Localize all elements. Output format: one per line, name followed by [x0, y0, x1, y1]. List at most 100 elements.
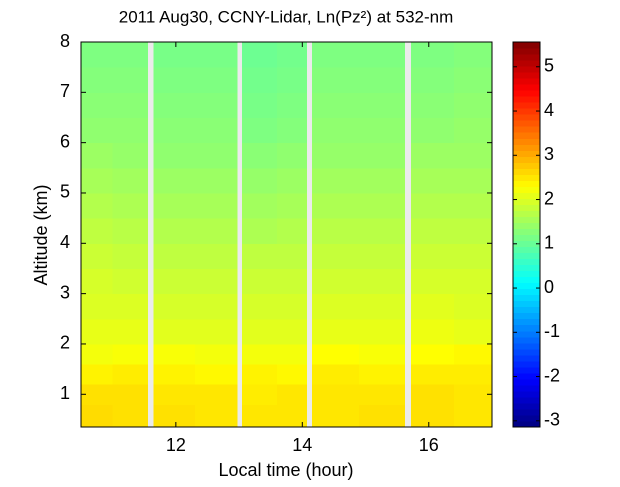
x-tick-label: 14: [292, 435, 312, 455]
heat-cell: [411, 384, 455, 405]
heat-cell: [311, 404, 360, 428]
heat-cell: [153, 293, 196, 320]
y-tick-label: 1: [60, 383, 70, 403]
heat-cell: [359, 92, 406, 118]
heat-cell: [454, 218, 493, 244]
heat-cell: [242, 117, 278, 144]
heat-cell: [411, 42, 455, 68]
colorbar-step: [513, 168, 540, 175]
colorbar-step: [513, 186, 540, 193]
colorbar-step: [513, 282, 540, 290]
x-tick-label: 16: [419, 435, 439, 455]
heat-cell: [81, 42, 114, 68]
plot-frame: [80, 41, 493, 428]
heat-cell: [112, 42, 148, 68]
heat-cell: [112, 117, 148, 144]
colorbar-step: [513, 318, 540, 326]
colorbar-step: [513, 306, 540, 314]
colorbar-frame: [512, 41, 541, 428]
heat-cell: [81, 343, 114, 365]
heat-cell: [311, 318, 360, 345]
heat-cell: [277, 142, 308, 169]
colorbar-step: [513, 162, 540, 169]
colorbar-step: [513, 360, 540, 368]
colorbar-step: [513, 276, 540, 284]
heat-cell: [112, 404, 148, 428]
heat-cell: [242, 318, 278, 345]
colorbar-step: [513, 342, 540, 350]
colorbar-step: [513, 372, 540, 380]
heat-cell: [194, 167, 238, 194]
heat-cell: [454, 243, 493, 269]
colorbar-step: [513, 414, 540, 422]
colorbar-step: [513, 378, 540, 386]
heat-cell: [194, 117, 238, 144]
heat-cell: [194, 142, 238, 169]
heat-cell: [194, 343, 238, 365]
heat-cell: [81, 384, 114, 405]
colorbar-step: [513, 114, 540, 121]
heat-cell: [153, 404, 196, 428]
heat-cell: [194, 67, 238, 93]
colorbar-step: [513, 390, 540, 398]
heat-cell: [194, 318, 238, 345]
colorbar-step: [513, 288, 540, 296]
heat-cell: [153, 42, 196, 68]
heat-cell: [153, 167, 196, 194]
colorbar-step: [513, 396, 540, 404]
heat-cell: [81, 404, 114, 428]
heat-cell: [311, 192, 360, 219]
heat-cell: [194, 92, 238, 118]
heat-cell: [411, 243, 455, 269]
heat-cell: [277, 92, 308, 118]
heat-cell: [411, 293, 455, 320]
colorbar-step: [513, 336, 540, 344]
heat-cell: [153, 192, 196, 219]
heat-cell: [81, 142, 114, 169]
colorbar-step: [513, 354, 540, 362]
heat-cell: [454, 42, 493, 68]
heat-cell: [194, 293, 238, 320]
colorbar-step: [513, 108, 540, 115]
heat-cell: [454, 268, 493, 295]
y-tick-label: 2: [60, 333, 70, 353]
colorbar-step: [513, 90, 540, 97]
colorbar-tick-label: -2: [544, 365, 560, 385]
colorbar-step: [513, 270, 540, 278]
heat-cell: [454, 67, 493, 93]
colorbar-step: [513, 210, 540, 217]
heat-cell: [194, 364, 238, 385]
colorbar-step: [513, 348, 540, 356]
heat-cell: [311, 67, 360, 93]
heat-cell: [411, 92, 455, 118]
heat-cell: [153, 364, 196, 385]
heat-cell: [112, 167, 148, 194]
y-tick-label: 3: [60, 282, 70, 302]
heat-cell: [81, 364, 114, 385]
heat-cell: [153, 92, 196, 118]
heat-cell: [277, 243, 308, 269]
heat-cell: [277, 364, 308, 385]
colorbar-step: [513, 192, 540, 199]
heat-cell: [277, 293, 308, 320]
heat-cell: [277, 268, 308, 295]
heat-cell: [311, 142, 360, 169]
colorbar-step: [513, 330, 540, 338]
colorbar-step: [513, 324, 540, 332]
colorbar-step: [513, 174, 540, 181]
heat-cell: [454, 318, 493, 345]
heat-cell: [411, 192, 455, 219]
colorbar-tick-label: 4: [544, 100, 554, 120]
heat-cell: [411, 343, 455, 365]
colorbar-step: [513, 258, 540, 266]
heat-cell: [359, 117, 406, 144]
heat-cell: [277, 318, 308, 345]
colorbar-step: [513, 78, 540, 85]
colorbar-step: [513, 264, 540, 272]
heat-cell: [153, 243, 196, 269]
heat-cell: [411, 218, 455, 244]
heat-cell: [411, 167, 455, 194]
heat-cell: [454, 384, 493, 405]
heat-cell: [454, 92, 493, 118]
